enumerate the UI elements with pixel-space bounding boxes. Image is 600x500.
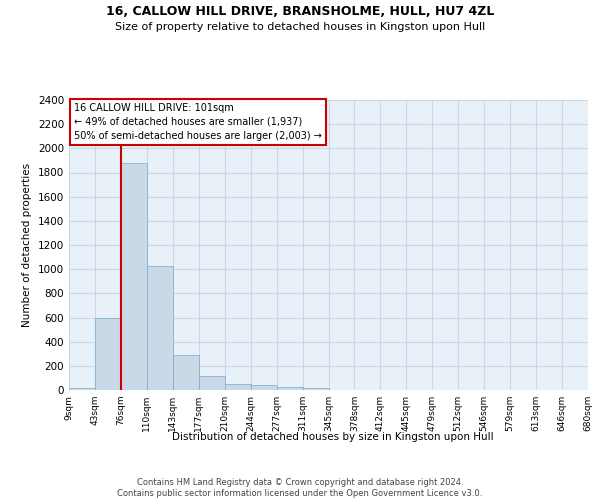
Text: Size of property relative to detached houses in Kingston upon Hull: Size of property relative to detached ho… — [115, 22, 485, 32]
Bar — [277, 386, 302, 390]
Text: Distribution of detached houses by size in Kingston upon Hull: Distribution of detached houses by size … — [172, 432, 494, 442]
Text: 16 CALLOW HILL DRIVE: 101sqm
← 49% of detached houses are smaller (1,937)
50% of: 16 CALLOW HILL DRIVE: 101sqm ← 49% of de… — [74, 103, 322, 141]
Bar — [69, 388, 95, 390]
Bar — [199, 376, 224, 390]
Bar — [147, 266, 173, 390]
Text: Contains HM Land Registry data © Crown copyright and database right 2024.
Contai: Contains HM Land Registry data © Crown c… — [118, 478, 482, 498]
Text: 16, CALLOW HILL DRIVE, BRANSHOLME, HULL, HU7 4ZL: 16, CALLOW HILL DRIVE, BRANSHOLME, HULL,… — [106, 5, 494, 18]
Y-axis label: Number of detached properties: Number of detached properties — [22, 163, 32, 327]
Bar — [251, 385, 277, 390]
Bar — [302, 388, 329, 390]
Bar — [95, 318, 121, 390]
Bar — [225, 384, 251, 390]
Bar — [173, 355, 199, 390]
Bar — [121, 163, 147, 390]
